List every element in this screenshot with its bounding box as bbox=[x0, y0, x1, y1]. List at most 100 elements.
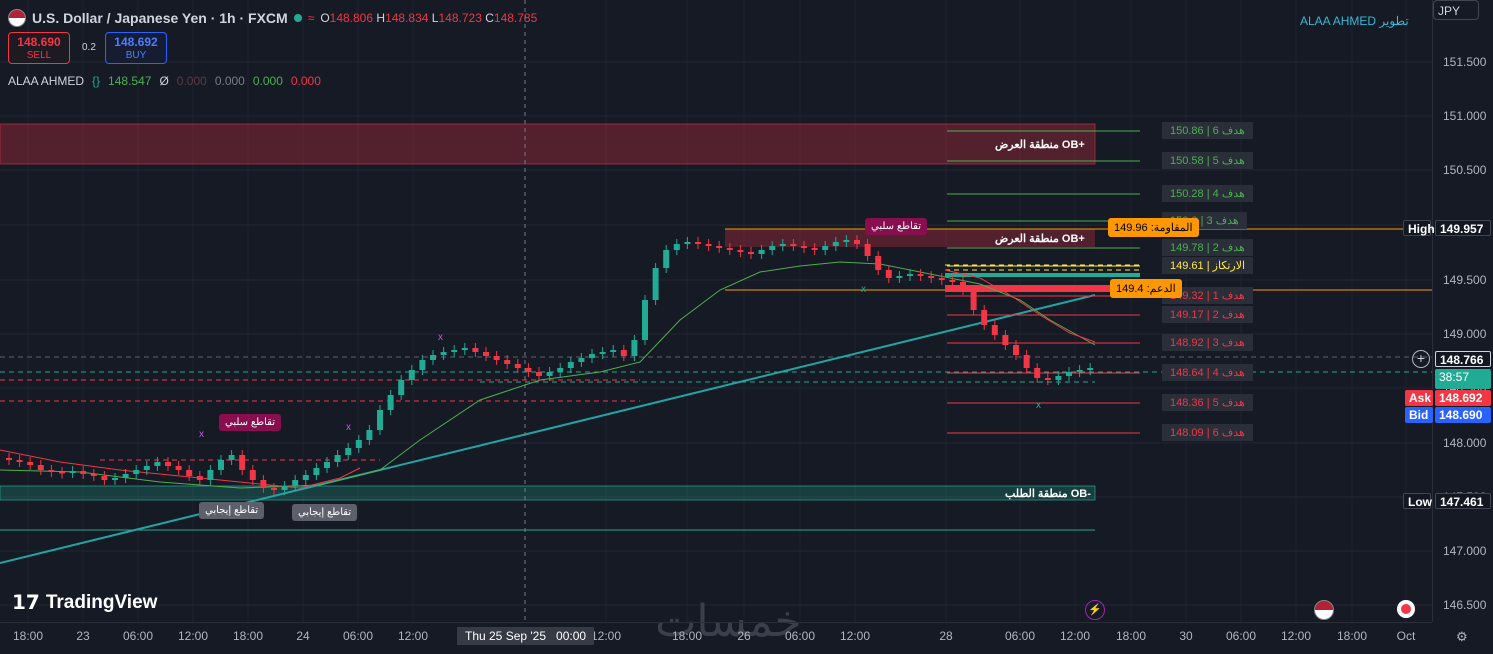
candle bbox=[48, 470, 55, 472]
candle bbox=[695, 242, 701, 244]
price-chart[interactable]: x x x x x bbox=[0, 0, 1432, 622]
candle bbox=[324, 462, 330, 468]
candle bbox=[16, 460, 23, 462]
tv-logo-icon: 𝟭𝟳 bbox=[12, 592, 40, 614]
candle bbox=[122, 474, 129, 478]
candle bbox=[557, 368, 564, 372]
candle bbox=[260, 480, 267, 488]
high-label: High bbox=[1403, 220, 1435, 236]
candle bbox=[175, 466, 182, 470]
candle bbox=[143, 466, 150, 470]
time-tick: 06:00 bbox=[784, 629, 816, 643]
candle bbox=[758, 250, 765, 254]
time-tick: 30 bbox=[1179, 629, 1193, 643]
buy-button[interactable]: 148.692 BUY bbox=[105, 32, 167, 64]
svg-text:x: x bbox=[438, 332, 443, 343]
candle bbox=[6, 458, 12, 460]
candle bbox=[419, 360, 426, 370]
candle bbox=[631, 340, 638, 356]
price-axis[interactable]: JPY 151.500151.000150.500150.000149.5001… bbox=[1403, 0, 1493, 622]
time-tick: 28 bbox=[939, 629, 953, 643]
add-alert-icon[interactable]: + bbox=[1412, 350, 1430, 368]
ohlc-values: O148.806 H148.834 L148.723 C148.785 bbox=[320, 11, 538, 25]
candle bbox=[1044, 378, 1051, 380]
candle bbox=[366, 430, 373, 440]
chart-grid bbox=[0, 0, 1432, 622]
signal-positive-2: تقاطع إيجابي bbox=[292, 504, 358, 521]
candle bbox=[589, 354, 595, 358]
candle bbox=[249, 470, 256, 480]
signal-positive-1: تقاطع إيجابي bbox=[199, 502, 265, 519]
candle bbox=[514, 364, 521, 368]
candle bbox=[917, 274, 924, 276]
candle bbox=[1013, 345, 1019, 355]
bid-value: 148.690 bbox=[1435, 407, 1491, 423]
candle bbox=[938, 278, 945, 280]
us-event-icon[interactable] bbox=[1314, 600, 1334, 620]
candle bbox=[313, 468, 320, 475]
currency-select[interactable]: JPY bbox=[1433, 0, 1479, 20]
code-icon: {} bbox=[92, 74, 101, 88]
time-tick: 12:00 bbox=[1059, 629, 1091, 643]
supply-zone-top bbox=[0, 123, 1096, 165]
candle bbox=[578, 358, 585, 362]
candle bbox=[292, 480, 299, 486]
sell-button[interactable]: 148.690 SELL bbox=[8, 32, 70, 64]
watermark: خمسات bbox=[655, 596, 802, 647]
svg-text:x: x bbox=[861, 284, 866, 295]
candle bbox=[408, 370, 415, 380]
candle bbox=[652, 268, 659, 300]
candle bbox=[620, 350, 627, 356]
candle bbox=[748, 252, 754, 254]
price-tick: 148.000 bbox=[1443, 436, 1487, 450]
candle bbox=[355, 440, 362, 448]
candle bbox=[1023, 355, 1030, 368]
price-tick: 151.000 bbox=[1443, 109, 1487, 123]
ma-red-2 bbox=[944, 269, 1096, 343]
candle bbox=[493, 356, 500, 360]
settings-icon[interactable]: ⚙ bbox=[1456, 629, 1468, 644]
time-tick: 06:00 bbox=[342, 629, 374, 643]
low-label: Low bbox=[1403, 493, 1432, 509]
candle bbox=[822, 246, 829, 250]
candle bbox=[387, 395, 394, 410]
candle bbox=[832, 242, 839, 246]
candle bbox=[663, 250, 670, 268]
time-axis[interactable]: 18:00 23 06:00 12:00 18:00 24 06:00 12:00 12:00 1… bbox=[0, 622, 1468, 654]
time-tick: 26 bbox=[737, 629, 751, 643]
candle bbox=[228, 455, 235, 460]
candle bbox=[302, 475, 309, 480]
candle bbox=[567, 362, 574, 368]
symbol-title[interactable]: U.S. Dollar / Japanese Yen · 1h · FXCM bbox=[32, 10, 288, 26]
candle bbox=[133, 470, 140, 474]
wave-icon[interactable]: ≈ bbox=[307, 11, 315, 25]
symbol-header: U.S. Dollar / Japanese Yen · 1h · FXCM ≈… bbox=[8, 8, 537, 28]
candle bbox=[1076, 370, 1083, 372]
time-tick: 12:00 bbox=[397, 629, 429, 643]
target-label: هدف 4 | 150.28 bbox=[1162, 185, 1253, 202]
candle bbox=[398, 380, 405, 395]
time-tick: 18:00 bbox=[1336, 629, 1368, 643]
time-tick: Oct bbox=[1396, 629, 1416, 643]
ask-label: Ask bbox=[1405, 390, 1433, 406]
candle bbox=[430, 355, 436, 360]
time-tick: 06:00 bbox=[122, 629, 154, 643]
supply-zone-mid bbox=[725, 229, 1095, 247]
candle bbox=[504, 360, 511, 364]
indicator-legend[interactable]: ALAA AHMED {} 148.547 Ø 0.000 0.000 0.00… bbox=[8, 74, 321, 88]
candle bbox=[843, 240, 850, 242]
event-icon[interactable] bbox=[1397, 600, 1415, 618]
lightning-icon[interactable]: ⚡ bbox=[1085, 600, 1105, 620]
candle bbox=[981, 310, 988, 325]
ma-red bbox=[0, 449, 361, 489]
candle bbox=[472, 348, 479, 352]
candle bbox=[451, 350, 458, 352]
candle bbox=[960, 282, 966, 290]
candle bbox=[334, 455, 341, 462]
tradingview-logo[interactable]: 𝟭𝟳 TradingView bbox=[12, 591, 158, 615]
signal-negative-2: تقاطع سلبي bbox=[865, 218, 927, 235]
countdown: 38:57 bbox=[1435, 369, 1491, 389]
candle bbox=[271, 488, 277, 490]
candle bbox=[854, 240, 860, 244]
candle bbox=[461, 348, 468, 350]
